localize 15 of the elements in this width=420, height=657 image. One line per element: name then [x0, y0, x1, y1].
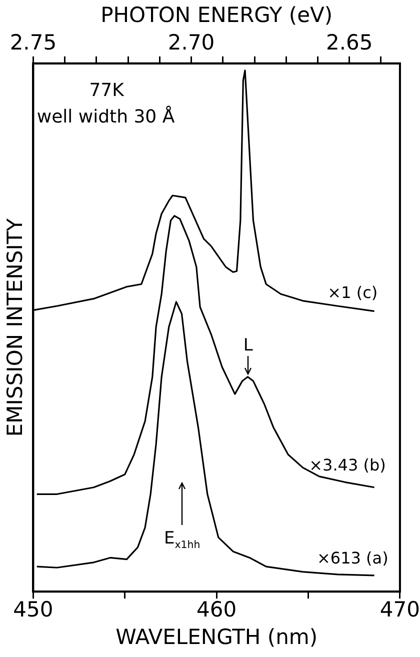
x-tick-label: 470: [380, 598, 420, 622]
x2-tick-label: 2.70: [168, 30, 215, 54]
x2-tick-label: 2.65: [326, 30, 373, 54]
annotation: ×3.43 (b): [309, 456, 386, 475]
annotation: well width 30 Å: [36, 105, 176, 128]
annotation: L: [243, 335, 254, 356]
annotation: ×1 (c): [328, 282, 378, 302]
y-axis-title: EMISSION INTENSITY: [3, 218, 28, 437]
x-tick-label: 450: [13, 598, 54, 622]
x2-axis-title: PHOTON ENERGY (eV): [100, 3, 333, 28]
annotation: 77K: [89, 80, 126, 102]
annotation: ×613 (a): [316, 548, 388, 568]
x2-tick-label: 2.75: [10, 30, 57, 54]
x-axis-title: WAVELENGTH (nm): [116, 624, 318, 649]
x-tick-label: 460: [196, 598, 237, 622]
